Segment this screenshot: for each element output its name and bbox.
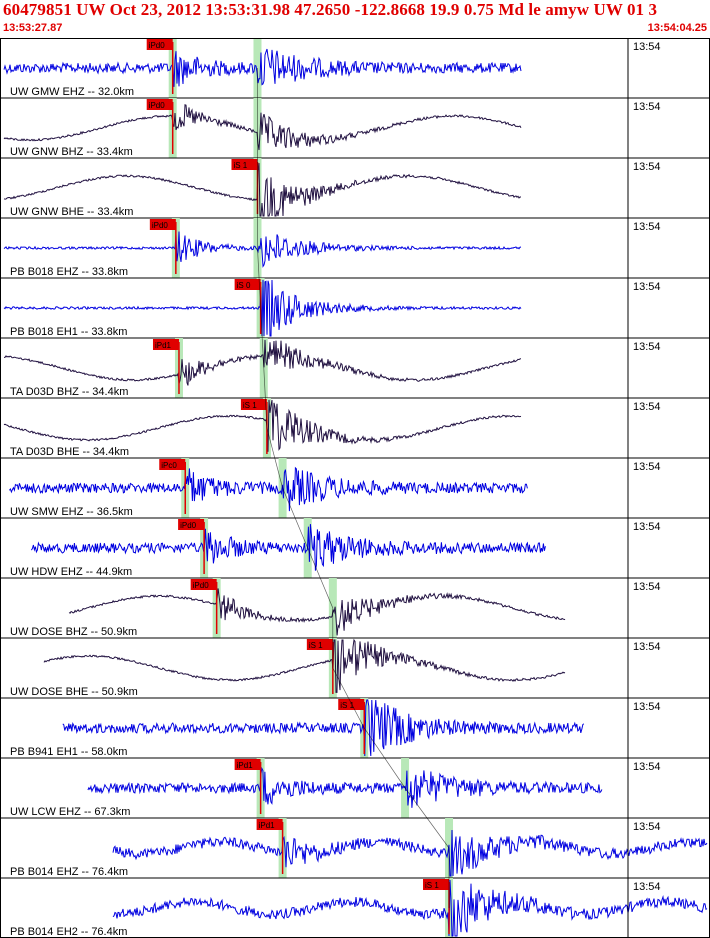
minute-label: 13:54 [633,401,661,413]
pick-box [178,519,205,530]
waveform [112,829,708,877]
pick-box [306,639,333,650]
waveform [3,163,521,217]
station-label: UW DOSE BHE -- 50.9km [10,686,138,698]
waveform [68,588,566,636]
station-label: UW HDW EHZ -- 44.9km [10,566,132,578]
panels: iPd0 UW GMW EHZ -- 32.0km 13:54 iPd0 UW GNW … [0,38,710,938]
station-label: PB B941 EH1 -- 58.0km [10,746,127,758]
minute-label: 13:54 [633,821,661,833]
waveform [112,879,708,937]
station-label: TA D03D BHZ -- 34.4km [10,386,128,398]
waveform [62,699,585,757]
pick-label: iPd0 [180,521,197,530]
pick-label: iPd1 [237,761,254,770]
pick-box [256,819,283,830]
minute-label: 13:54 [633,461,661,473]
station-label: PB B014 EH2 -- 76.4km [10,926,127,938]
station-label: UW LCW EHZ -- 67.3km [10,806,130,818]
pick-label: iS 1 [340,701,354,710]
minute-label: 13:54 [633,581,661,593]
pick-box [146,99,173,110]
pick-label: iPd1 [259,821,276,830]
minute-label: 13:54 [633,101,661,113]
waveform [9,466,528,512]
trace-panel: iPd1 UW LCW EHZ -- 67.3km 13:54 [0,758,710,819]
trace-panel: iS 0 PB B018 EH1 -- 33.8km 13:54 [0,278,710,339]
minute-label: 13:54 [633,701,661,713]
minute-label: 13:54 [633,641,661,653]
pick-label: iPd0 [152,221,169,230]
trace-panel: iPd1 PB B014 EHZ -- 76.4km 13:54 [0,818,710,879]
minute-label: 13:54 [633,41,661,53]
pick-label: iS 1 [425,881,439,890]
station-label: UW GNW BHE -- 33.4km [10,206,133,218]
pick-box [338,699,365,710]
trace-panel: iPd1 TA D03D BHZ -- 34.4km 13:54 [0,338,710,399]
trace-panel: iPd0 PB B018 EHZ -- 33.8km 13:54 [0,218,710,279]
minute-label: 13:54 [633,161,661,173]
waveform [3,279,522,337]
minute-label: 13:54 [633,521,661,533]
waveform [3,104,522,151]
minute-label: 13:54 [633,761,661,773]
pick-label: iPd0 [149,101,166,110]
station-label: PB B014 EHZ -- 76.4km [10,866,128,878]
trace-panel: iS 1 PB B941 EH1 -- 58.0km 13:54 [0,698,710,759]
pick-label: iS 1 [309,641,323,650]
minute-label: 13:54 [633,221,661,233]
station-label: PB B018 EHZ -- 33.8km [10,266,128,278]
minute-label: 13:54 [633,881,661,893]
station-label: UW SMW EHZ -- 36.5km [10,506,133,518]
seismogram-plot: iPd0 UW GMW EHZ -- 32.0km 13:54 iPd0 UW GNW … [0,38,710,938]
station-label: UW DOSE BHZ -- 50.9km [10,626,137,638]
pick-label: iPd1 [155,341,172,350]
pick-label: iPd0 [149,41,166,50]
waveform [3,399,522,452]
pick-box [240,399,267,410]
trace-panel: iPd0 UW GMW EHZ -- 32.0km 13:54 [0,38,710,99]
travel-time-curve [257,68,450,908]
trace-panel: iS 1 PB B014 EH2 -- 76.4km 13:54 [0,878,710,938]
station-label: UW GNW BHZ -- 33.4km [10,146,133,158]
station-label: TA D03D BHE -- 34.4km [10,446,129,458]
pick-box [231,159,258,170]
pick-label: iPc0 [161,461,177,470]
pick-box [152,339,179,350]
station-label: PB B018 EH1 -- 33.8km [10,326,127,338]
trace-panel: iS 1 TA D03D BHE -- 34.4km 13:54 [0,398,710,459]
station-label: UW GMW EHZ -- 32.0km [10,86,134,98]
end-time: 13:54:04.25 [647,22,707,34]
pick-box [149,219,176,230]
trace-panel: iPd0 UW GNW BHZ -- 33.4km 13:54 [0,98,710,159]
pick-label: iS 0 [237,281,251,290]
waveform [3,231,522,268]
pick-label: iS 1 [233,161,247,170]
pick-label: iS 1 [243,401,257,410]
header: 60479851 UW Oct 23, 2012 13:53:31.98 47.… [0,0,710,38]
waveform [30,524,546,571]
pick-box [423,879,450,890]
minute-label: 13:54 [633,341,661,353]
pick-box [159,459,186,470]
pick-label: iPd0 [193,581,210,590]
pick-box [234,279,261,290]
pick-box [190,579,217,590]
start-time: 13:53:27.87 [3,22,63,34]
trace-panel: iPc0 UW SMW EHZ -- 36.5km 13:54 [0,458,710,519]
pick-box [234,759,261,770]
pick-box [146,39,173,50]
trace-panel: iS 1 UW GNW BHE -- 33.4km 13:54 [0,158,710,219]
trace-panel: iPd0 UW DOSE BHZ -- 50.9km 13:54 [0,578,710,639]
trace-panel: iPd0 UW HDW EHZ -- 44.9km 13:54 [0,518,710,579]
event-title: 60479851 UW Oct 23, 2012 13:53:31.98 47.… [3,0,658,19]
trace-panel: iS 1 UW DOSE BHE -- 50.9km 13:54 [0,638,710,699]
waveform [43,638,566,693]
waveform [87,766,603,808]
minute-label: 13:54 [633,281,661,293]
waveform [4,339,522,386]
waveform [3,48,522,87]
